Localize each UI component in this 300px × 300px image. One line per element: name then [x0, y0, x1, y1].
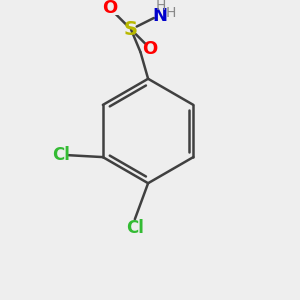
Text: Cl: Cl: [52, 146, 70, 164]
Text: Cl: Cl: [126, 219, 144, 237]
Text: O: O: [142, 40, 158, 58]
Text: O: O: [103, 0, 118, 16]
Text: H: H: [155, 0, 166, 13]
Text: H: H: [166, 6, 176, 20]
Text: N: N: [152, 7, 167, 25]
Text: S: S: [124, 20, 138, 39]
